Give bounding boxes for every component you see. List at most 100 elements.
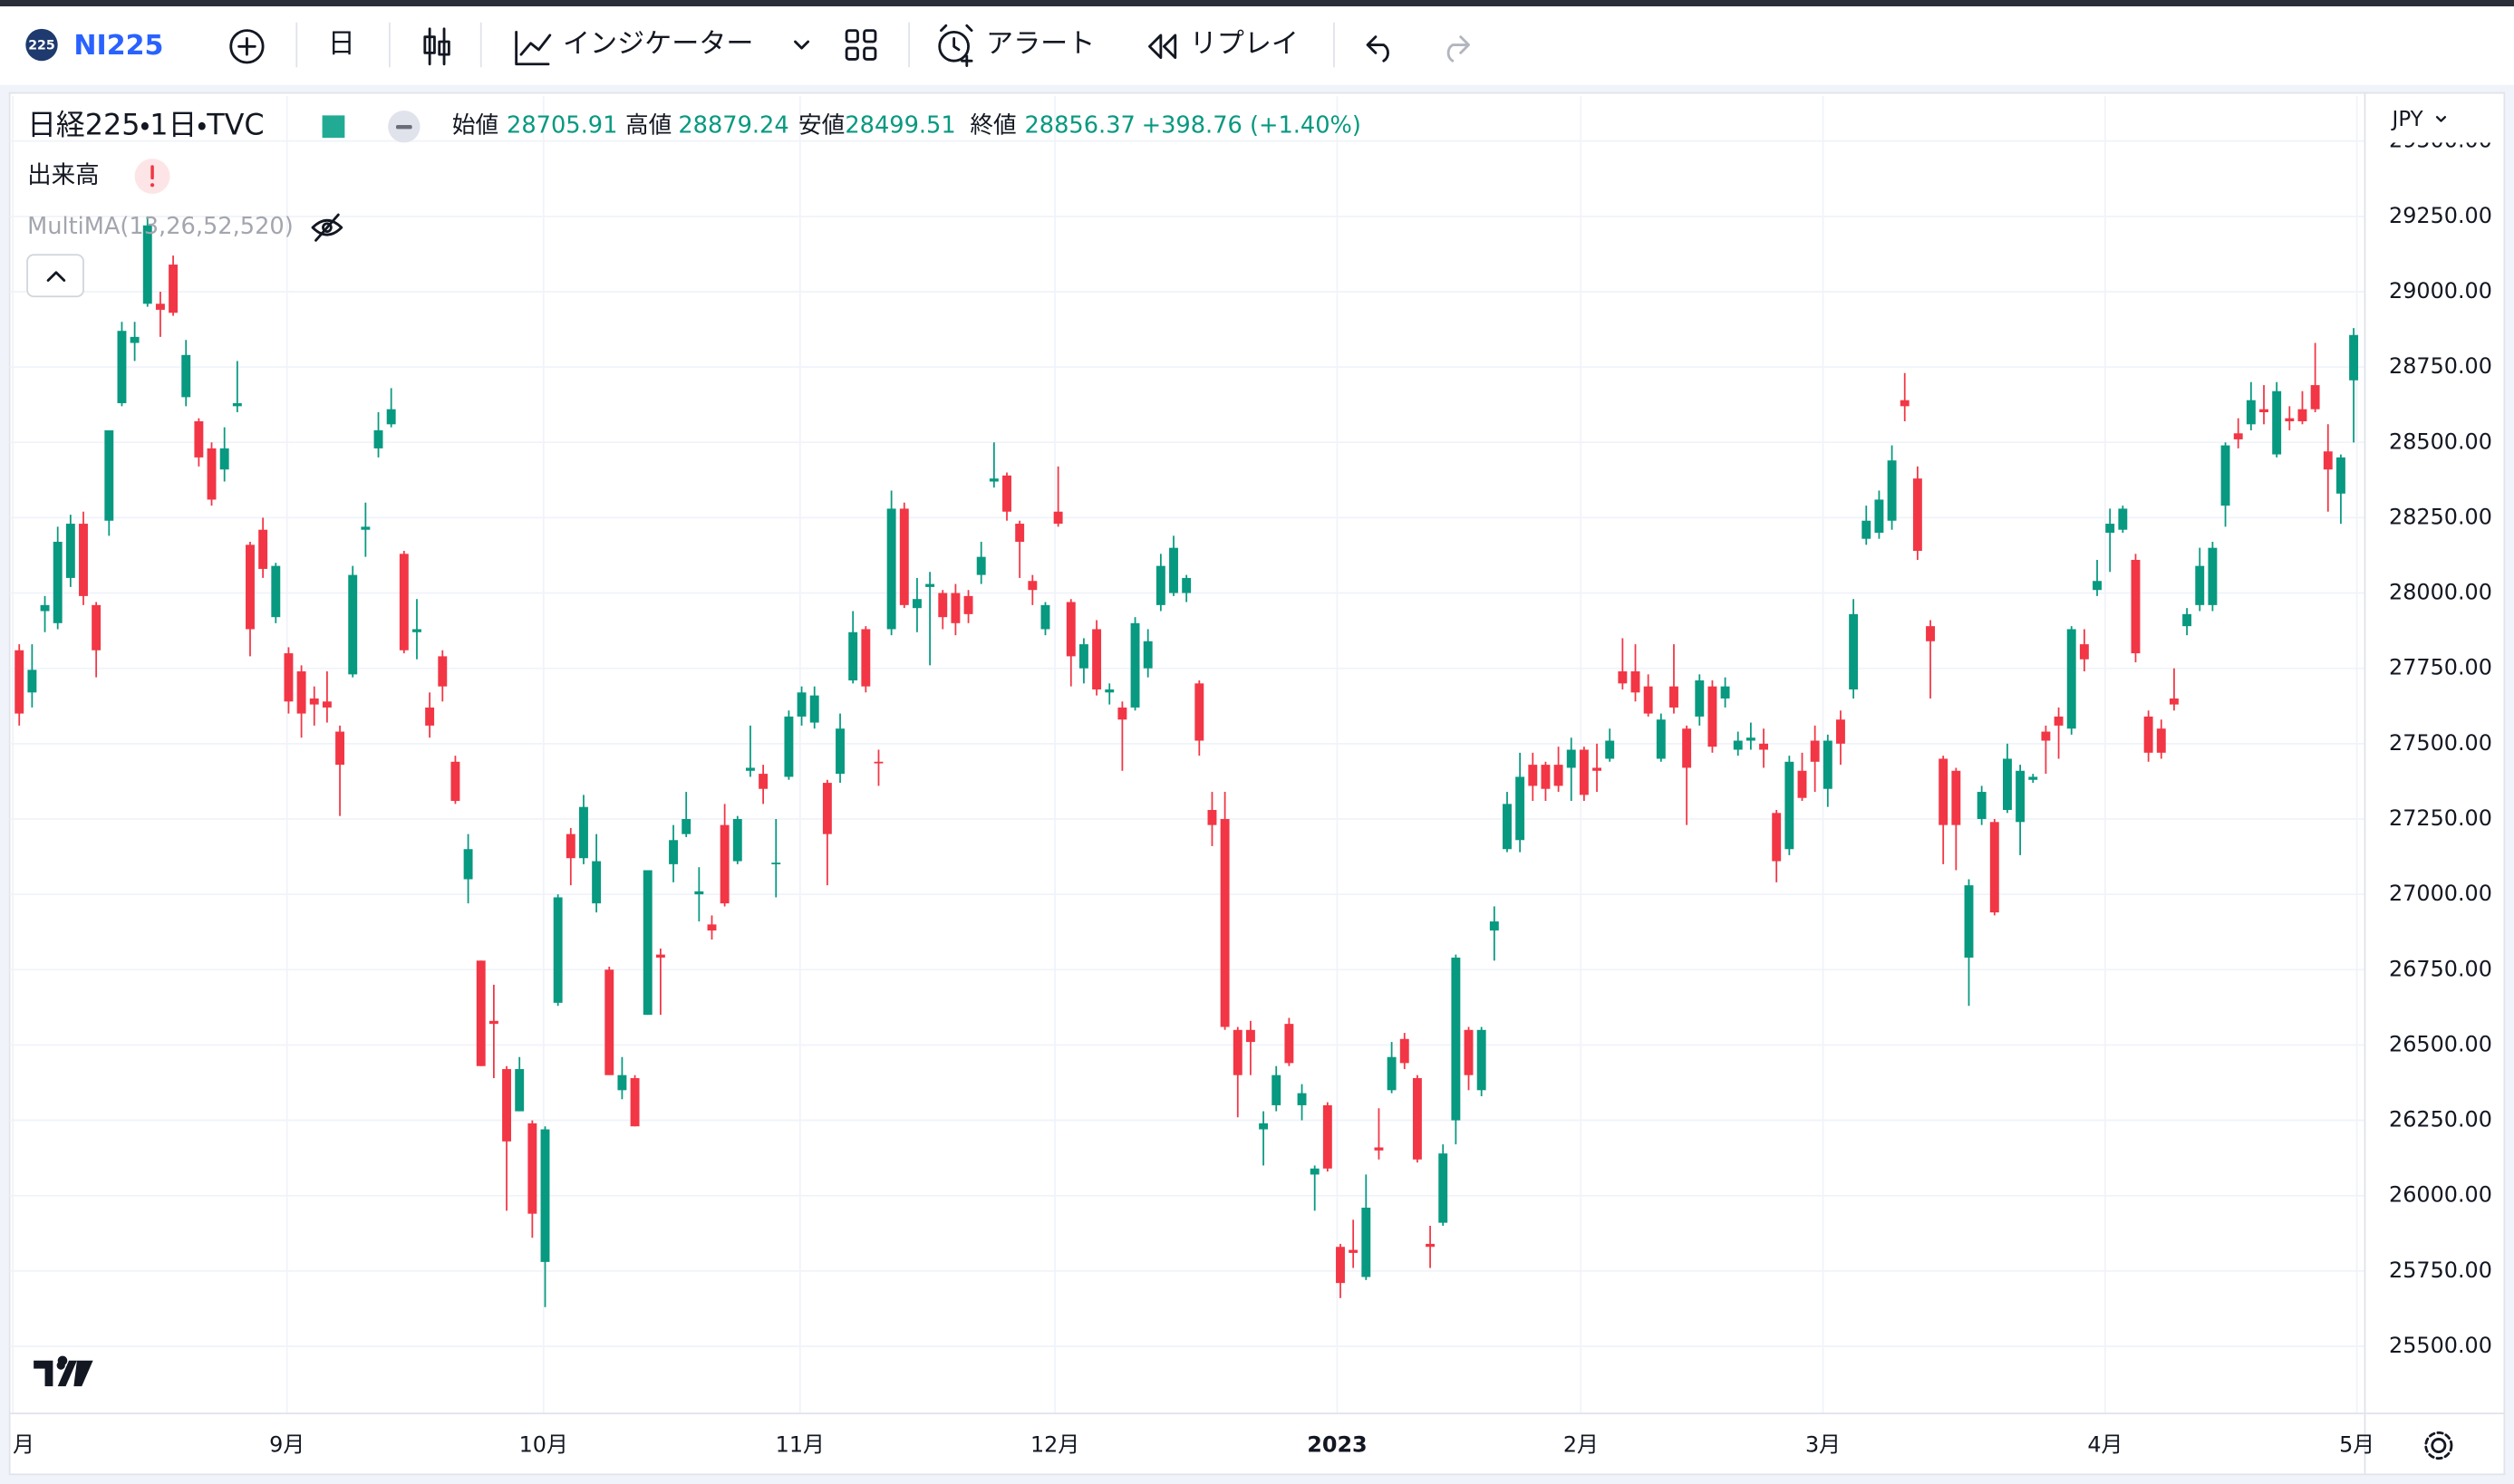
candle-body: [40, 604, 50, 612]
candle-body: [2041, 731, 2051, 741]
candle-body: [2093, 581, 2102, 591]
y-tick-label: 26750.00: [2389, 956, 2492, 981]
candle-body: [553, 897, 563, 1003]
compare-button[interactable]: [229, 29, 265, 64]
candle-body: [912, 599, 922, 609]
candle-body: [938, 593, 948, 618]
candle-body: [2220, 445, 2230, 506]
y-tick-label: 26500.00: [2389, 1031, 2492, 1056]
interval-button[interactable]: 日: [328, 28, 355, 60]
alert-button[interactable]: アラート: [938, 24, 1096, 67]
candle-body: [1515, 776, 1525, 841]
candle-body: [771, 862, 781, 864]
symbol-button[interactable]: 225 NI225: [25, 28, 163, 62]
ohlc-legend: 始値 28705.91 高値 28879.24 安値 28499.51 終値 2…: [452, 112, 1361, 140]
candle-body: [1720, 686, 1730, 699]
candle-body: [797, 692, 807, 717]
candle-body: [2054, 716, 2064, 726]
candle-body: [1451, 957, 1461, 1121]
candle-body: [2297, 409, 2307, 421]
symbol-badge-text: 225: [28, 38, 55, 53]
candle-body: [1207, 810, 1217, 825]
candle-body: [976, 556, 986, 575]
indicators-button[interactable]: インジケーター: [515, 28, 810, 66]
candle-body: [1028, 581, 1038, 591]
candle-body: [1503, 804, 1512, 850]
redo-button[interactable]: [1446, 35, 1470, 63]
candle-body: [1194, 683, 1204, 741]
y-tick-label: 28000.00: [2389, 580, 2492, 605]
candle-body: [1155, 565, 1165, 605]
candle-body: [1015, 524, 1025, 543]
candle-body: [1579, 749, 1589, 795]
y-tick-label: 27750.00: [2389, 655, 2492, 680]
plot-area: [9, 96, 2365, 1414]
y-tick-label: 25500.00: [2389, 1333, 2492, 1358]
candle-body: [425, 707, 435, 726]
x-tick-label: 2月: [1563, 1432, 1599, 1458]
candle-body: [1284, 1024, 1294, 1064]
candle-body: [2349, 334, 2359, 381]
candle-body: [836, 728, 845, 775]
candle-body: [2285, 418, 2295, 421]
candle-body: [617, 1074, 627, 1091]
candle-body: [566, 834, 575, 859]
currency-button[interactable]: JPY: [2391, 108, 2447, 131]
x-tick-label: 4月: [2087, 1432, 2122, 1458]
candle-body: [373, 429, 383, 448]
candle-body: [1964, 885, 1974, 958]
visibility-toggle[interactable]: [311, 213, 343, 242]
candle-body: [1772, 813, 1782, 862]
candle-body: [1310, 1168, 1320, 1175]
candle-body: [2182, 613, 2192, 627]
x-tick-label: 月: [13, 1432, 34, 1458]
candle-body: [348, 574, 358, 675]
toolbar: [0, 6, 2514, 85]
candle-body: [2310, 385, 2320, 410]
close-value: 28856.37: [1024, 112, 1135, 140]
symbol: NI225: [73, 30, 163, 62]
candle-body: [27, 670, 37, 693]
candle-body: [2028, 776, 2038, 780]
candle-body: [117, 331, 127, 404]
x-tick-label: 11月: [776, 1432, 825, 1458]
candle-body: [1733, 740, 1743, 750]
layouts-button[interactable]: [845, 29, 877, 61]
y-tick-label: 26250.00: [2389, 1107, 2492, 1132]
candle-body: [1259, 1123, 1269, 1130]
candle-body: [463, 849, 473, 880]
candle-body: [1220, 818, 1230, 1027]
candle-body: [720, 824, 730, 904]
volume-label[interactable]: 出来高: [27, 161, 100, 189]
high-label: 高値: [625, 112, 672, 140]
undo-button[interactable]: [1366, 35, 1389, 63]
candle-body: [2156, 728, 2166, 753]
chart-type-button[interactable]: [423, 27, 450, 66]
x-tick-label: 2023: [1307, 1432, 1367, 1458]
collapse-button[interactable]: [26, 254, 84, 298]
candle-body: [963, 595, 973, 614]
candle-body: [951, 593, 961, 623]
multima-label[interactable]: MultiMA(13,26,52,520): [27, 213, 294, 240]
symbol-badge: [25, 28, 58, 62]
candle-body: [2118, 508, 2128, 530]
candle-body: [989, 478, 999, 482]
currency-label: JPY: [2391, 108, 2424, 131]
market-status: [322, 115, 345, 139]
candle-body: [604, 969, 614, 1075]
replay-button[interactable]: リプレイ: [1148, 28, 1299, 60]
candle-body: [643, 870, 653, 1016]
candle-body: [1784, 761, 1794, 850]
replay-label: リプレイ: [1190, 28, 1299, 60]
candle-body: [2335, 457, 2345, 494]
candle-body: [1823, 740, 1832, 789]
candle-body: [1245, 1029, 1255, 1043]
candle-body: [130, 336, 140, 343]
candle-body: [271, 565, 281, 618]
candle-body: [1040, 604, 1050, 630]
candle-body: [630, 1078, 640, 1127]
high-value: 28879.24: [678, 112, 788, 140]
candle-body: [579, 806, 588, 859]
settings-button[interactable]: [2424, 1431, 2453, 1460]
